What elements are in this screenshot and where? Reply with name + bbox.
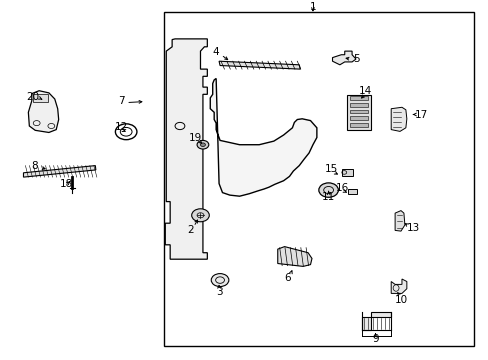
Bar bbox=[346, 95, 370, 130]
Text: 10: 10 bbox=[394, 294, 407, 305]
Polygon shape bbox=[210, 78, 316, 196]
Circle shape bbox=[211, 274, 228, 287]
Bar bbox=[349, 96, 367, 100]
Text: 4: 4 bbox=[212, 47, 219, 57]
Polygon shape bbox=[219, 61, 300, 69]
Text: 19: 19 bbox=[188, 132, 202, 143]
Bar bbox=[349, 117, 367, 120]
Text: 11: 11 bbox=[321, 192, 335, 202]
Polygon shape bbox=[394, 211, 404, 231]
Bar bbox=[349, 110, 367, 113]
Polygon shape bbox=[332, 51, 355, 65]
Polygon shape bbox=[361, 312, 390, 330]
Text: 1: 1 bbox=[309, 2, 316, 12]
Polygon shape bbox=[390, 107, 406, 131]
Bar bbox=[349, 103, 367, 107]
Text: 14: 14 bbox=[358, 86, 372, 96]
Polygon shape bbox=[165, 39, 207, 259]
Bar bbox=[163, 12, 473, 346]
Text: 17: 17 bbox=[414, 110, 427, 120]
Circle shape bbox=[197, 140, 208, 149]
Text: 5: 5 bbox=[353, 54, 360, 64]
Polygon shape bbox=[23, 166, 96, 177]
Circle shape bbox=[200, 143, 205, 147]
Text: 3: 3 bbox=[215, 287, 222, 297]
Text: 12: 12 bbox=[114, 122, 128, 132]
Bar bbox=[349, 123, 367, 127]
Polygon shape bbox=[390, 279, 406, 293]
Circle shape bbox=[191, 209, 209, 222]
Text: 8: 8 bbox=[31, 161, 38, 171]
Polygon shape bbox=[277, 247, 311, 266]
Bar bbox=[342, 169, 352, 176]
Text: 20: 20 bbox=[27, 92, 40, 102]
Text: 16: 16 bbox=[335, 183, 348, 193]
Text: 9: 9 bbox=[371, 334, 378, 344]
Text: 7: 7 bbox=[118, 96, 124, 106]
Text: 13: 13 bbox=[406, 222, 420, 233]
Text: 6: 6 bbox=[284, 273, 290, 283]
Polygon shape bbox=[28, 91, 59, 132]
Text: 18: 18 bbox=[59, 179, 73, 189]
Circle shape bbox=[318, 183, 338, 197]
Text: 15: 15 bbox=[324, 164, 338, 174]
Text: 2: 2 bbox=[187, 225, 194, 235]
Bar bbox=[33, 94, 48, 102]
Bar bbox=[347, 189, 356, 194]
